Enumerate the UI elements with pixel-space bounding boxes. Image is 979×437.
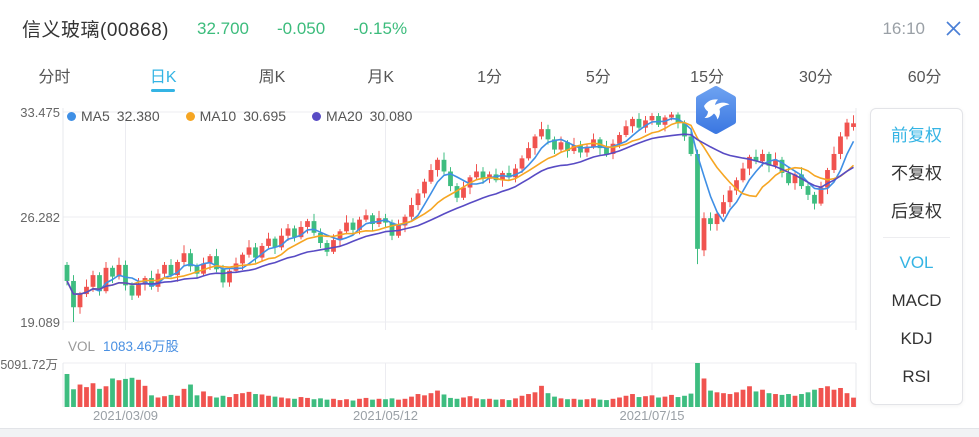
- bird-icon: [696, 86, 736, 134]
- ma-value: 32.380: [116, 108, 160, 124]
- period-tabs: 分时 日K 周K 月K 1分 5分 15分 30分 60分: [0, 57, 979, 95]
- tab-15min[interactable]: 15分: [690, 69, 724, 86]
- ma-legend-item-ma20: MA20 30.080: [312, 108, 412, 124]
- tab-60min[interactable]: 60分: [907, 69, 942, 86]
- header: 信义玻璃(00868) 32.700 -0.050 -0.15% 16:10: [0, 0, 979, 57]
- date-label: 2021/07/15: [619, 408, 685, 423]
- time-label: 16:10: [882, 18, 925, 38]
- sidebar-item-forward-adjusted[interactable]: 前复权: [891, 126, 942, 145]
- bottom-strip: [0, 428, 979, 437]
- volume-axis-max-label: 5091.72万: [0, 358, 58, 372]
- tab-daily-k[interactable]: 日K: [109, 57, 218, 95]
- tab-weekly-k[interactable]: 周K: [258, 69, 286, 86]
- sidebar-item-macd[interactable]: MACD: [891, 291, 942, 310]
- ma10-dot-icon: [185, 111, 195, 121]
- ma20-line: [66, 133, 854, 295]
- ma-value: 30.080: [369, 108, 413, 124]
- price-change: -0.050: [277, 18, 326, 38]
- chart-settings-panel: 前复权不复权后复权 VOL MACD KDJ RSI: [870, 108, 963, 405]
- volume-label: VOL: [68, 339, 96, 354]
- tab-monthly-k[interactable]: 月K: [367, 69, 395, 86]
- ma10-line: [66, 121, 855, 295]
- ma-label: MA20: [326, 108, 363, 124]
- sidebar-divider: [883, 237, 950, 238]
- stock-title: 信义玻璃(00868): [22, 20, 169, 41]
- y-axis-label-mid: 26.282: [20, 210, 60, 225]
- date-label: 2021/05/12: [352, 408, 419, 423]
- ma-legend-item-ma5: MA5 32.380: [67, 108, 160, 124]
- ma-label: MA5: [81, 108, 110, 124]
- volume-value: 1083.46万股: [103, 339, 179, 354]
- ma-legend: MA5 32.380 MA10 30.695 MA20 30.080: [67, 108, 438, 124]
- last-price: 32.700: [197, 18, 249, 38]
- tab-1min[interactable]: 1分: [477, 69, 502, 86]
- tab-time-share[interactable]: 分时: [38, 69, 71, 86]
- sidebar-item-vol[interactable]: VOL: [899, 253, 934, 272]
- volume-row: VOL 1083.46万股: [68, 335, 179, 355]
- tab-30min[interactable]: 30分: [798, 69, 833, 86]
- sidebar-item-backward-adjusted[interactable]: 后复权: [891, 202, 942, 221]
- ma5-line: [66, 117, 855, 295]
- sidebar-item-kdj[interactable]: KDJ: [900, 329, 933, 348]
- y-axis-label-max: 33.475: [20, 105, 60, 120]
- y-axis-label-min: 19.089: [20, 315, 60, 330]
- active-tab-underline: [151, 89, 176, 92]
- ma-value: 30.695: [243, 108, 287, 124]
- date-label: 2021/03/09: [92, 408, 159, 423]
- sidebar-item-rsi[interactable]: RSI: [902, 367, 931, 386]
- ma-label: MA10: [199, 108, 237, 124]
- ma-legend-item-ma10: MA10 30.695: [185, 108, 287, 124]
- sidebar-item-not-adjusted[interactable]: 不复权: [891, 164, 942, 183]
- assistant-badge[interactable]: [692, 85, 740, 135]
- ma5-dot-icon: [67, 111, 76, 121]
- tab-5min[interactable]: 5分: [585, 69, 611, 86]
- close-icon[interactable]: [943, 19, 963, 39]
- ma20-dot-icon: [312, 111, 322, 121]
- price-change-percent: -0.15%: [353, 18, 408, 38]
